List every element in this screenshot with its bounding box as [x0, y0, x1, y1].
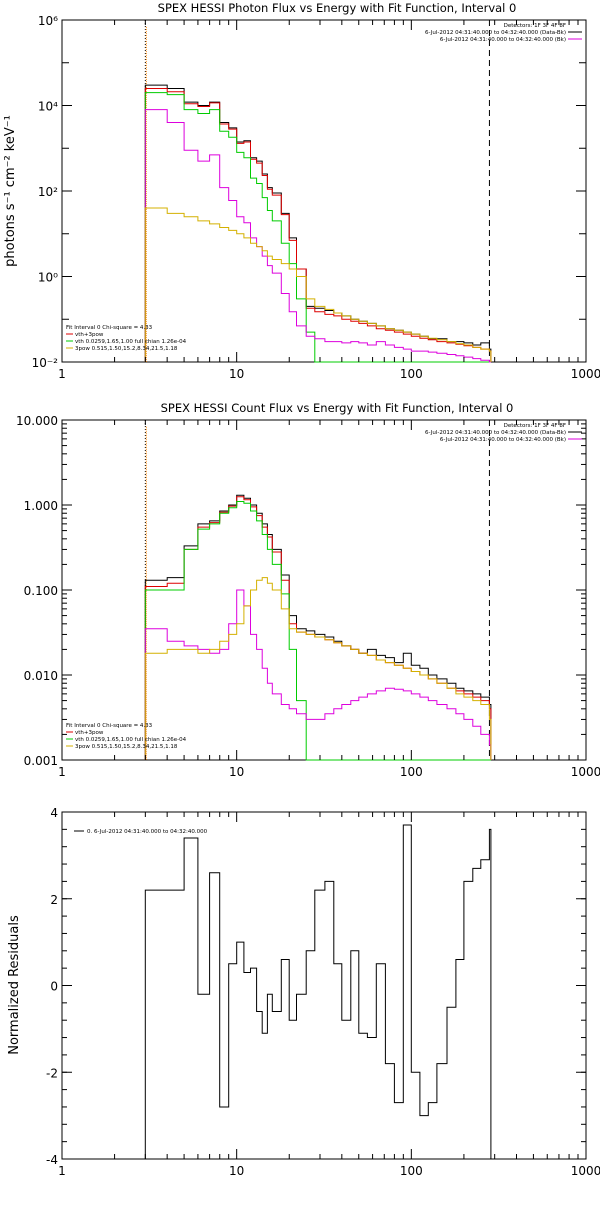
- residuals-y-tick-label: -4: [46, 1153, 58, 1167]
- photon-flux-x-tick-label: 100: [400, 367, 423, 381]
- count-flux-series-1: [144, 496, 492, 760]
- count-flux-series-0: [144, 494, 492, 760]
- residuals-y-tick-label: -2: [46, 1066, 58, 1080]
- photon-flux-x-tick-label: 1000: [571, 367, 600, 381]
- count-flux-legend-bottom-entry: Fit Interval 0 Chi-square = 4.33: [66, 723, 153, 729]
- count-flux-series-2: [144, 501, 491, 761]
- photon-flux-y-tick-label: 10⁴: [38, 100, 58, 114]
- count-flux-y-tick-label: 0.100: [24, 584, 58, 598]
- residuals-x-tick-label: 10: [229, 1164, 244, 1178]
- count-flux-y-tick-label: 1.000: [24, 499, 58, 513]
- count-flux-x-tick-label: 1000: [571, 765, 600, 779]
- residuals-y-tick-label: 4: [50, 806, 58, 820]
- photon-flux-series-3: [144, 109, 491, 363]
- photon-flux-y-tick-label: 10⁰: [38, 271, 58, 285]
- photon-flux-legend-top-entry: 6-Jul-2012 04:31:40.000 to 04:32:40.000 …: [425, 30, 566, 36]
- count-flux-x-tick-label: 1: [58, 765, 66, 779]
- residuals-legend-entry: 0. 6-Jul-2012 04:31:40.000 to 04:32:40.0…: [87, 829, 208, 835]
- photon-flux-legend-top-entry: 6-Jul-2012 04:31:40.000 to 04:32:40.000 …: [440, 37, 566, 43]
- count-flux-y-tick-label: 10.000: [16, 414, 58, 428]
- photon-flux-y-label: photons s⁻¹ cm⁻² keV⁻¹: [3, 115, 18, 267]
- residuals-x-tick-label: 1000: [571, 1164, 600, 1178]
- count-flux-y-tick-label: 0.010: [24, 669, 58, 683]
- count-flux-x-tick-label: 10: [229, 765, 244, 779]
- residuals-x-tick-label: 100: [400, 1164, 423, 1178]
- count-flux-y-tick-label: 0.001: [24, 754, 58, 768]
- photon-flux-legend-bottom-entry: Fit Interval 0 Chi-square = 4.33: [66, 325, 153, 331]
- photon-flux-legend-top-entry: Detectors: 1F 3F 4F 8F: [504, 23, 566, 29]
- residuals-y-label: Normalized Residuals: [7, 915, 22, 1055]
- count-flux-frame: [61, 419, 587, 761]
- residuals-series-0: [144, 824, 492, 1159]
- photon-flux-series-1: [144, 88, 492, 362]
- photon-flux-legend-bottom-entry: vth+3pow: [75, 332, 104, 338]
- photon-flux-x-tick-label: 10: [229, 367, 244, 381]
- residuals-x-tick-label: 1: [58, 1164, 66, 1178]
- photon-flux-panel: SPEX HESSI Photon Flux vs Energy with Fi…: [3, 1, 600, 381]
- photon-flux-y-tick-label: 10⁻²: [32, 356, 59, 370]
- count-flux-series-3: [144, 589, 492, 760]
- photon-flux-legend-bottom-entry: vth 0.0259,1.65,1.00 full chian 1.26e-04: [75, 339, 187, 345]
- photon-flux-series-0: [144, 84, 492, 362]
- count-flux-x-tick-label: 100: [400, 765, 423, 779]
- photon-flux-legend-bottom-entry: 3pow 0.515,1.50,15.2,8.34,21.5,1.18: [75, 346, 178, 352]
- count-flux-legend-bottom-entry: vth 0.0259,1.65,1.00 full chian 1.26e-04: [75, 737, 187, 743]
- photon-flux-x-tick-label: 1: [58, 367, 66, 381]
- photon-flux-series-4: [144, 207, 492, 362]
- count-flux-legend-top-entry: 6-Jul-2012 04:31:40.000 to 04:32:40.000 …: [440, 437, 566, 443]
- count-flux-series-4: [144, 577, 492, 760]
- photon-flux-title: SPEX HESSI Photon Flux vs Energy with Fi…: [158, 1, 517, 15]
- residuals-y-tick-label: 0: [50, 980, 58, 994]
- count-flux-legend-top-entry: 6-Jul-2012 04:31:40.000 to 04:32:40.000 …: [425, 430, 566, 436]
- count-flux-panel: SPEX HESSI Count Flux vs Energy with Fit…: [16, 401, 600, 779]
- count-flux-title: SPEX HESSI Count Flux vs Energy with Fit…: [161, 401, 514, 415]
- photon-flux-y-tick-label: 10⁶: [38, 14, 58, 28]
- photon-flux-frame: [61, 19, 587, 363]
- photon-flux-series-2: [144, 92, 491, 363]
- count-flux-legend-top-entry: Detectors: 1F 3F 4F 8F: [504, 423, 566, 429]
- count-flux-legend-bottom-entry: 3pow 0.515,1.50,15.2,8.34,21.5,1.18: [75, 744, 178, 750]
- residuals-y-tick-label: 2: [50, 893, 58, 907]
- count-flux-legend-bottom-entry: vth+3pow: [75, 730, 104, 736]
- photon-flux-y-tick-label: 10²: [38, 185, 58, 199]
- residuals-frame: [61, 811, 587, 1160]
